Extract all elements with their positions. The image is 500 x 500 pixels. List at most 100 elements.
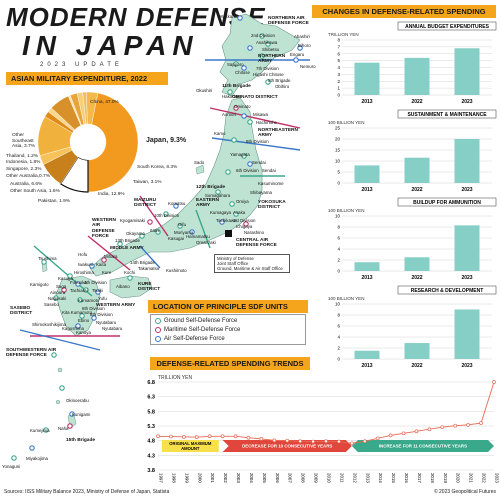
map-label-tachiarai: Tachiarai xyxy=(70,288,88,293)
bar-chart-ytick: 6 xyxy=(337,324,340,329)
map-label-asahikawa: Asahikawa xyxy=(256,40,278,45)
bar-chart-ytick: 6 xyxy=(337,236,340,241)
honshu-shape xyxy=(89,97,263,277)
boundary-line-8 xyxy=(139,245,161,269)
kyushu-shape xyxy=(55,275,101,337)
line-chart-ytick: 3.8 xyxy=(147,468,155,474)
island-4 xyxy=(55,399,61,405)
bar-chart-ytick: 2 xyxy=(337,258,340,263)
bar-2023 xyxy=(454,309,480,359)
map-label-hachinohe: Hachinohe xyxy=(256,120,277,125)
map-label-kumamoto: Kumamoto xyxy=(78,298,100,303)
map-label-kure-district: KURE DISTRICT xyxy=(138,282,161,293)
map-label-okayama: Okayama xyxy=(126,231,145,236)
maritime-circle-icon xyxy=(155,326,161,333)
line-chart-xtick: 2015 xyxy=(391,473,396,483)
hq-legend-item-2: Joint Staff Office xyxy=(217,261,249,266)
sdf-legend-maritime-label: Maritime Self-Defense Force xyxy=(164,326,241,333)
map-label-kanoya: Kanoya xyxy=(76,330,91,335)
air-unit-marker xyxy=(75,323,81,329)
bar-chart-title: BUILDUP FOR AMMUNITION xyxy=(413,200,481,206)
line-chart-xtick: 2023 xyxy=(495,473,500,483)
ground-unit-marker xyxy=(231,137,237,143)
line-chart-xtick: 2010 xyxy=(327,473,332,483)
pie-label-australia: Australia, 6.6% xyxy=(10,182,43,187)
bar-chart-ytick: 2 xyxy=(337,346,340,351)
line-chart-xtick: 2007 xyxy=(288,473,293,483)
map-label-aibano: Aibano xyxy=(116,284,130,289)
line-chart-xtick: 1997 xyxy=(159,473,164,483)
bar-2013 xyxy=(354,350,380,359)
map-label-tachikawa: Tachikawa xyxy=(216,218,237,223)
map-label-tsushima: Tsushima xyxy=(38,256,57,261)
map-label-yokosuka: YOKOSUKA DISTRICT xyxy=(258,200,286,211)
bar-chart-ytick: 2 xyxy=(337,79,340,84)
map-label-kamigoto: Kamigoto xyxy=(30,282,49,287)
trend-point-2008 xyxy=(298,439,303,444)
boundary-line-5 xyxy=(139,195,169,237)
ground-unit-marker xyxy=(227,89,233,95)
map-label-sado: Sado xyxy=(194,160,205,165)
bar-2022 xyxy=(404,343,430,359)
bar-2013 xyxy=(354,165,380,183)
bar-2022 xyxy=(404,257,430,271)
increase-label: INCREASE FOR 11 CONSECUTIVE YEARS xyxy=(379,444,467,449)
trend-point-2012 xyxy=(349,441,354,446)
map-label-middle-army: MIDDLE ARMY xyxy=(110,246,144,251)
map-label-mihara: Mihara xyxy=(104,254,118,259)
line-chart-xtick: 2017 xyxy=(417,473,422,483)
map-label-sendai-2: Sendai xyxy=(262,168,276,173)
spending-trend-line xyxy=(157,381,495,444)
map-label-hofu: Hofu xyxy=(78,252,88,257)
pie-label-other-south-asia: Other South Asia, 1.6% xyxy=(10,189,60,194)
map-label-okushiri: Okushiri xyxy=(196,88,213,93)
ground-unit-marker xyxy=(77,297,83,303)
air-unit-marker xyxy=(69,411,75,417)
bar-chart-title: SUSTAINMENT & MAINTENANCE xyxy=(407,112,487,118)
bar-chart-title: RESEARCH & DEVELOPMENT xyxy=(411,288,484,294)
map-label-kasuga: Kasuga xyxy=(58,276,73,281)
map-label-eastern-army: EASTERN ARMY xyxy=(196,198,219,209)
line-chart-ytick: 5.3 xyxy=(147,424,155,430)
decrease-arrow xyxy=(222,440,352,452)
bar-chart-ytick: 0 xyxy=(337,181,340,186)
map-label-ainoura: Ainoura xyxy=(50,290,66,295)
ground-unit-marker xyxy=(83,287,89,293)
map-label-komatsu: Komatsu xyxy=(168,201,186,206)
map-label-miyakojima: Miyakojima xyxy=(26,456,48,461)
bar-chart-ytick: 1 xyxy=(337,86,340,91)
max-amount-label-2: AMOUNT xyxy=(181,446,200,451)
bar-chart-ylabel: 100 BILLION YEN xyxy=(328,208,364,213)
trend-point-2006 xyxy=(272,438,277,443)
map-label-kyogamisaki: Kyogamisaki xyxy=(120,218,145,223)
bar-chart-ytick: 4 xyxy=(337,247,340,252)
trend-point-2022 xyxy=(479,421,483,425)
line-chart-xtick: 2020 xyxy=(456,473,461,483)
ground-unit-marker xyxy=(229,201,235,207)
map-label-13th-brigade: 13th Brigade xyxy=(115,238,140,243)
pie-label-thailand: Thailand, 1.2% xyxy=(6,154,38,159)
ground-unit-marker xyxy=(51,352,57,358)
map-label-iwakuni: Iwakuni xyxy=(78,262,93,267)
bar-chart-xtick: 2023 xyxy=(461,363,472,369)
spending-bar-charts: ANNUAL BUDGET EXPENDITURES TRILLION YEN 0 1… xyxy=(328,21,497,369)
boundary-line-11 xyxy=(19,329,101,351)
hq-marker xyxy=(225,230,232,237)
ground-unit-marker xyxy=(233,61,239,67)
ground-unit-marker xyxy=(163,211,169,217)
line-chart-xtick: 2008 xyxy=(301,473,306,483)
bar-chart-xtick: 2013 xyxy=(361,275,372,281)
line-chart-xtick: 2006 xyxy=(275,473,280,483)
bar-chart-title: ANNUAL BUDGET EXPENDITURES xyxy=(405,24,489,30)
ground-unit-marker xyxy=(127,275,133,281)
max-amount-label-1: ORIGINAL MAXIMUM xyxy=(169,441,212,446)
map-label-1st-division: 1st Division xyxy=(233,218,256,223)
map-label-8th-division-2: 8th Division xyxy=(90,312,113,317)
map-label-4th-division: 4th Division xyxy=(84,280,107,285)
air-unit-marker xyxy=(297,45,303,51)
bar-chart-xtick: 2013 xyxy=(361,99,372,105)
bar-chart-ytick: 3 xyxy=(337,72,340,77)
bar-2022 xyxy=(404,57,430,95)
bar-chart-ylabel: 100 BILLION YEN xyxy=(328,296,364,301)
map-label-central-air: CENTRAL AIR DEFENSE FORCE xyxy=(236,238,277,249)
